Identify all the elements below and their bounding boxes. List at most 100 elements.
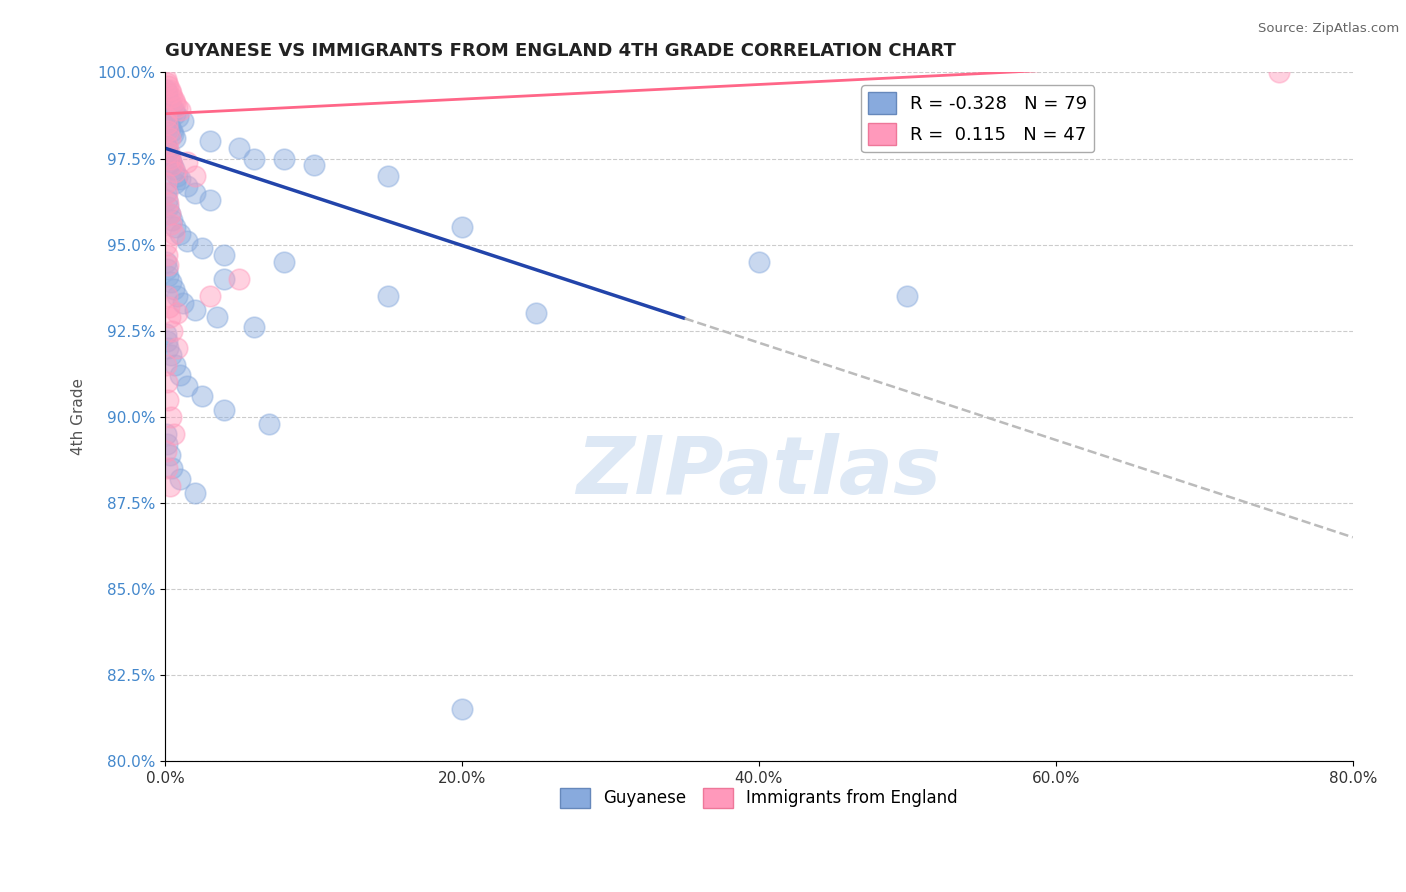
Point [162, 102, 184, 116]
Point [157, 196, 180, 211]
Point [159, 96, 181, 111]
Point [166, 306, 188, 320]
Point [155, 186, 177, 200]
Point [214, 402, 236, 417]
Point [214, 248, 236, 262]
Text: GUYANESE VS IMMIGRANTS FROM ENGLAND 4TH GRADE CORRELATION CHART: GUYANESE VS IMMIGRANTS FROM ENGLAND 4TH … [165, 42, 956, 60]
Point [451, 220, 474, 235]
Point [159, 152, 181, 166]
Point [162, 158, 184, 172]
Point [191, 241, 214, 255]
Point [377, 289, 399, 303]
Point [155, 255, 177, 269]
Point [165, 358, 187, 372]
Point [165, 220, 187, 235]
Point [896, 289, 918, 303]
Point [159, 206, 181, 220]
Y-axis label: 4th Grade: 4th Grade [72, 378, 86, 455]
Point [163, 103, 186, 118]
Point [524, 306, 547, 320]
Point [162, 128, 184, 142]
Point [163, 161, 186, 176]
Point [162, 213, 184, 227]
Point [159, 448, 181, 462]
Point [160, 124, 183, 138]
Point [159, 206, 181, 220]
Point [156, 137, 179, 152]
Point [184, 485, 207, 500]
Point [160, 100, 183, 114]
Point [176, 234, 198, 248]
Point [228, 272, 250, 286]
Point [162, 158, 184, 172]
Point [166, 169, 188, 183]
Point [156, 289, 179, 303]
Point [184, 169, 207, 183]
Point [302, 158, 325, 172]
Point [1267, 65, 1289, 79]
Point [162, 89, 184, 103]
Point [157, 117, 180, 131]
Point [157, 392, 180, 407]
Point [159, 120, 181, 135]
Point [176, 155, 198, 169]
Point [156, 89, 179, 103]
Point [198, 289, 221, 303]
Point [163, 227, 186, 242]
Point [155, 376, 177, 390]
Point [159, 131, 181, 145]
Point [191, 389, 214, 403]
Point [155, 334, 177, 348]
Point [165, 165, 187, 179]
Point [165, 176, 187, 190]
Point [155, 261, 177, 276]
Point [228, 141, 250, 155]
Point [163, 427, 186, 442]
Point [155, 72, 177, 87]
Point [160, 276, 183, 290]
Point [169, 227, 191, 242]
Point [172, 296, 194, 310]
Point [169, 472, 191, 486]
Point [155, 444, 177, 458]
Point [155, 137, 177, 152]
Point [748, 255, 770, 269]
Point [243, 152, 266, 166]
Point [157, 145, 180, 159]
Point [273, 152, 295, 166]
Point [160, 217, 183, 231]
Text: Source: ZipAtlas.com: Source: ZipAtlas.com [1258, 22, 1399, 36]
Point [157, 300, 180, 314]
Point [157, 93, 180, 107]
Point [159, 82, 181, 96]
Point [165, 96, 187, 111]
Point [451, 702, 474, 716]
Point [155, 358, 177, 372]
Point [184, 186, 207, 200]
Point [159, 478, 181, 492]
Point [166, 289, 188, 303]
Point [155, 82, 177, 96]
Point [155, 427, 177, 442]
Point [160, 86, 183, 100]
Point [176, 378, 198, 392]
Point [257, 417, 280, 431]
Text: ZIPatlas: ZIPatlas [576, 433, 942, 511]
Point [155, 86, 177, 100]
Point [243, 320, 266, 334]
Point [155, 327, 177, 342]
Point [169, 172, 191, 186]
Point [155, 141, 177, 155]
Point [176, 179, 198, 194]
Point [157, 341, 180, 355]
Point [156, 145, 179, 159]
Point [155, 76, 177, 90]
Point [155, 437, 177, 451]
Point [160, 155, 183, 169]
Point [198, 134, 221, 148]
Legend: Guyanese, Immigrants from England: Guyanese, Immigrants from England [553, 781, 965, 814]
Point [157, 258, 180, 272]
Point [159, 152, 181, 166]
Point [377, 169, 399, 183]
Point [163, 131, 186, 145]
